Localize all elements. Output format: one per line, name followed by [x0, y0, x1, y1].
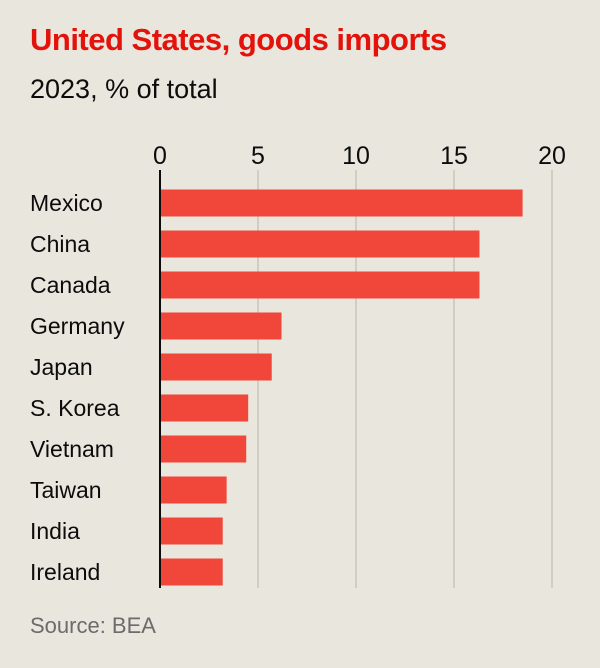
x-tick-label-15: 15 [440, 142, 468, 170]
bar-japan [160, 353, 272, 381]
source-note: Source: BEA [30, 613, 156, 638]
category-label: Germany [30, 313, 125, 339]
bar-ireland [160, 558, 223, 586]
bar-germany [160, 312, 282, 340]
bar-taiwan [160, 476, 227, 504]
category-label: S. Korea [30, 395, 120, 421]
chart-subtitle: 2023, % of total [30, 74, 218, 104]
bar-china [160, 230, 480, 258]
category-label: China [30, 231, 90, 257]
x-tick-label-10: 10 [342, 142, 370, 170]
category-label: Ireland [30, 559, 100, 585]
category-label: Taiwan [30, 477, 102, 503]
x-tick-label-20: 20 [538, 142, 566, 170]
category-label: India [30, 518, 80, 544]
bar-mexico [160, 189, 523, 217]
chart-title: United States, goods imports [30, 22, 447, 57]
x-tick-label-5: 5 [251, 142, 265, 170]
category-label: Japan [30, 354, 93, 380]
category-label: Vietnam [30, 436, 114, 462]
bar-canada [160, 271, 480, 299]
category-label: Canada [30, 272, 111, 298]
bar-vietnam [160, 435, 247, 463]
x-tick-label-0: 0 [153, 142, 167, 170]
category-label: Mexico [30, 190, 103, 216]
bar-india [160, 517, 223, 545]
bar-s-korea [160, 394, 249, 422]
